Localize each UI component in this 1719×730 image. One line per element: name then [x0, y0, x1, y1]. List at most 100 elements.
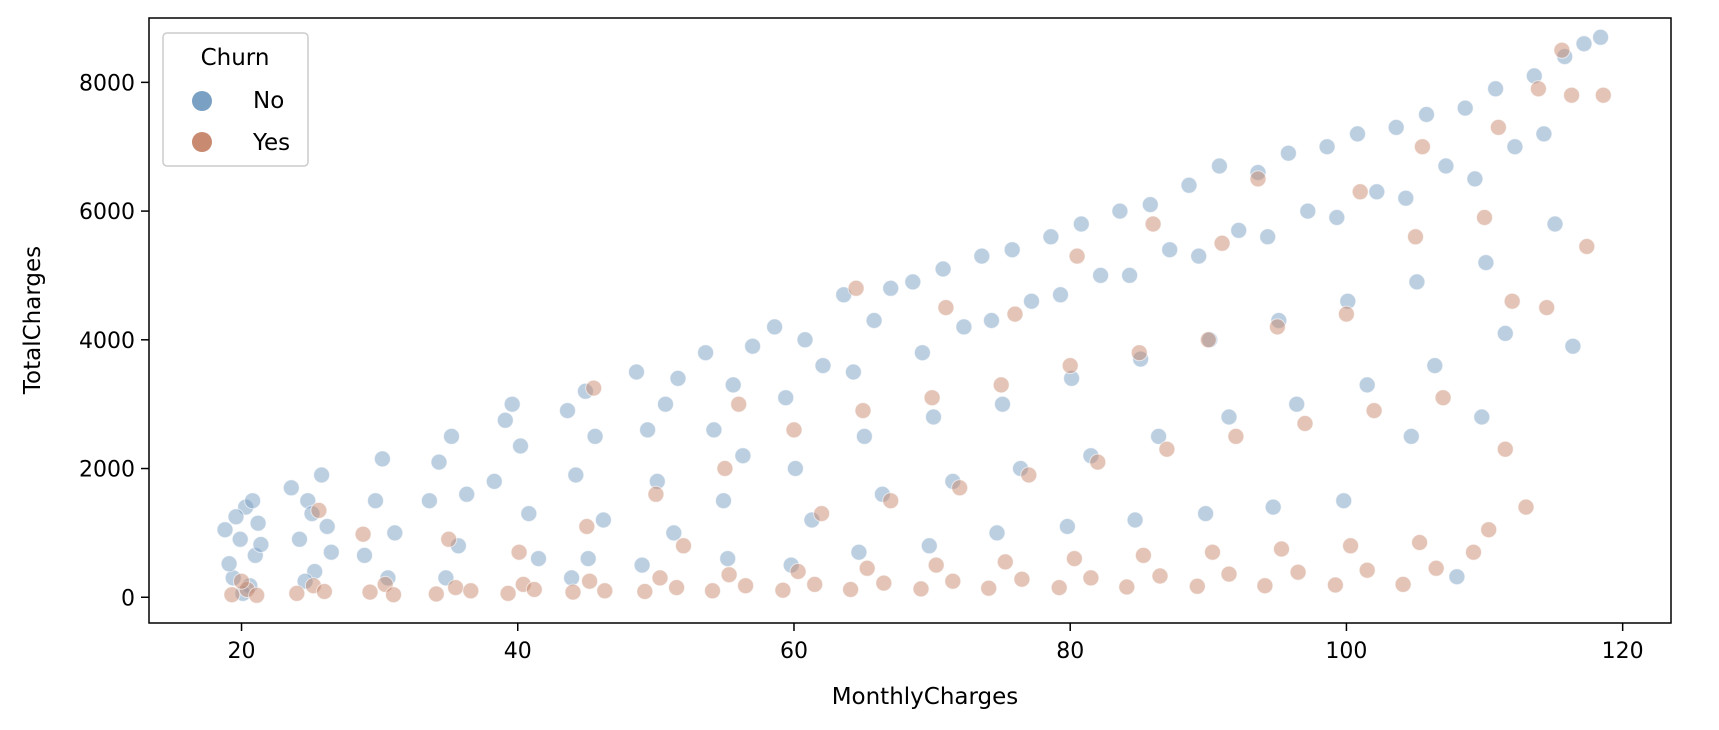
data-point: [1397, 189, 1415, 207]
data-point: [503, 395, 521, 413]
data-point: [1161, 241, 1179, 259]
data-point: [1151, 567, 1169, 585]
data-point: [1220, 565, 1238, 583]
data-point: [669, 369, 687, 387]
data-point: [1473, 408, 1491, 426]
data-point: [1220, 408, 1238, 426]
data-point: [361, 583, 379, 601]
data-point: [734, 447, 752, 465]
data-point: [420, 492, 438, 510]
data-point: [1456, 99, 1474, 117]
data-point: [496, 411, 514, 429]
data-point: [458, 485, 476, 503]
data-point: [697, 344, 715, 362]
data-point: [668, 579, 686, 597]
data-point: [875, 574, 893, 592]
data-point: [1279, 144, 1297, 162]
data-point: [1141, 196, 1159, 214]
data-point: [1335, 492, 1353, 510]
data-point: [1130, 344, 1148, 362]
data-point: [233, 572, 250, 590]
data-point: [813, 505, 831, 523]
data-point: [730, 395, 748, 413]
data-point: [882, 279, 900, 297]
data-point: [282, 479, 300, 497]
data-point: [510, 543, 528, 561]
data-point: [1210, 157, 1228, 175]
data-point: [705, 421, 723, 439]
data-point: [585, 379, 603, 397]
data-point: [1477, 254, 1495, 272]
data-point: [724, 376, 742, 394]
data-point: [628, 363, 645, 381]
data-point: [1003, 241, 1021, 259]
data-point: [994, 395, 1011, 413]
data-point: [563, 569, 581, 587]
data-point: [462, 582, 480, 600]
data-point: [1188, 577, 1206, 595]
data-point: [913, 344, 931, 362]
series-yes: [223, 41, 1612, 604]
data-point: [427, 585, 445, 603]
data-point: [1342, 537, 1360, 555]
y-tick-label: 4000: [79, 329, 135, 354]
y-tick-label: 6000: [79, 200, 135, 225]
data-point: [847, 279, 865, 297]
data-point: [944, 572, 962, 590]
data-point: [1296, 415, 1314, 432]
data-point: [430, 453, 448, 471]
data-point: [1427, 559, 1445, 577]
data-point: [1072, 215, 1090, 233]
data-point: [1230, 221, 1248, 239]
plot-frame: [148, 17, 1672, 624]
data-point: [310, 501, 328, 519]
data-point: [1213, 234, 1231, 252]
data-point: [1289, 563, 1307, 581]
data-point: [1288, 395, 1306, 413]
data-point: [980, 579, 998, 597]
data-point: [786, 460, 804, 477]
data-point: [1299, 202, 1317, 220]
data-point: [1197, 505, 1215, 523]
data-point: [951, 479, 969, 497]
data-point: [1365, 402, 1383, 420]
data-point: [1407, 228, 1424, 246]
data-point: [854, 402, 872, 420]
data-point: [1273, 540, 1290, 558]
data-point: [1111, 202, 1129, 220]
data-point: [1020, 466, 1038, 484]
data-point: [1575, 35, 1593, 53]
data-point: [1068, 247, 1086, 265]
data-point: [1268, 318, 1286, 336]
data-point: [1387, 118, 1405, 136]
data-point: [1546, 215, 1564, 233]
data-point: [440, 530, 458, 548]
data-point: [925, 408, 942, 426]
data-point: [657, 395, 674, 413]
data-point: [1538, 299, 1556, 317]
x-axis: 20 40 60 80 100 120: [228, 623, 1644, 664]
legend-label-no: No: [253, 88, 284, 114]
data-point: [927, 556, 945, 574]
data-point: [796, 331, 814, 349]
data-point: [559, 402, 576, 420]
data-point: [766, 318, 784, 336]
data-point: [850, 543, 868, 561]
data-point: [1318, 138, 1336, 156]
data-point: [322, 543, 340, 561]
data-point: [1023, 292, 1040, 310]
data-point: [865, 312, 883, 329]
data-point: [744, 337, 762, 355]
data-point: [1150, 427, 1168, 445]
data-point: [647, 485, 665, 503]
data-point: [520, 505, 538, 523]
data-point: [1328, 209, 1346, 226]
data-point: [291, 530, 308, 548]
data-point: [1496, 440, 1514, 458]
data-point: [318, 518, 336, 535]
data-point: [814, 357, 832, 375]
data-point: [1489, 118, 1507, 136]
legend-marker-yes: [192, 132, 212, 152]
data-point: [1227, 427, 1245, 445]
